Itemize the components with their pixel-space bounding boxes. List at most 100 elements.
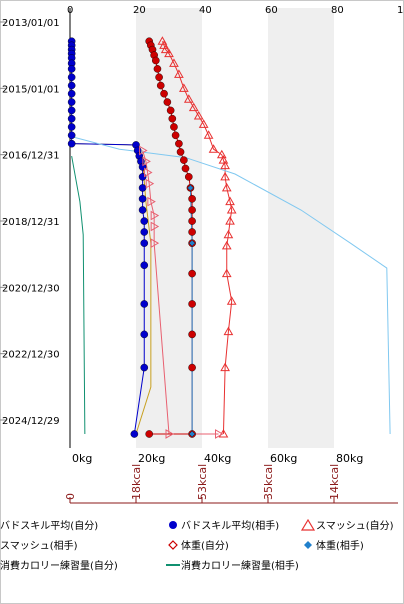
series-point xyxy=(160,89,168,98)
series-point xyxy=(188,363,196,372)
series-point xyxy=(203,130,214,139)
series-point xyxy=(193,110,204,120)
series-point xyxy=(181,164,190,173)
series-point xyxy=(225,196,235,206)
series-point xyxy=(183,94,194,103)
series-point xyxy=(140,261,149,270)
legend-item: スマッシュ(相手) xyxy=(0,537,138,553)
bottom-tick-label: 80kg xyxy=(336,452,363,465)
series-point xyxy=(188,102,199,112)
series-point xyxy=(218,155,229,164)
series-point xyxy=(67,139,76,148)
legend-swatch-circle xyxy=(169,520,177,529)
series-point xyxy=(188,269,196,278)
series-point xyxy=(169,58,179,67)
series-point xyxy=(188,228,196,236)
series-point xyxy=(150,238,160,249)
series-point xyxy=(67,73,76,82)
series-point xyxy=(130,430,139,438)
series-point xyxy=(138,173,147,181)
series-point xyxy=(175,139,183,148)
calorie-tick-label: 0 xyxy=(64,493,77,500)
legend-label: スマッシュ(自分) xyxy=(316,521,394,532)
legend-item: スマッシュ(自分) xyxy=(300,517,404,533)
series-point xyxy=(187,184,194,192)
series-point xyxy=(140,239,149,247)
series-point xyxy=(208,144,219,153)
series-point xyxy=(67,98,76,106)
series-markers xyxy=(67,36,237,439)
series-point xyxy=(155,73,163,82)
legend-item: 消費カロリー練習量(自分) xyxy=(0,557,138,573)
grid-band-1 xyxy=(268,8,334,448)
series-point xyxy=(156,81,165,90)
legend-swatch xyxy=(304,540,312,549)
bottom-axis: 0kg 20kg 40kg 60kg 80kg xyxy=(72,452,363,465)
legend-label: スマッシュ(相手) xyxy=(0,541,78,552)
series-point xyxy=(67,114,76,123)
series-point xyxy=(176,148,185,156)
series-point xyxy=(67,131,76,140)
series-point xyxy=(174,69,184,78)
series-point xyxy=(140,228,149,236)
date-tick-label: 2018/12/31 xyxy=(2,217,60,228)
series-point xyxy=(150,210,160,221)
series-point xyxy=(226,204,237,214)
series-point xyxy=(160,44,171,54)
date-tick-label: 2015/01/01 xyxy=(2,84,60,95)
legend-item: 体重(相手) xyxy=(300,537,404,553)
series-point xyxy=(166,106,175,115)
series-point xyxy=(165,429,175,439)
series-point xyxy=(215,429,224,439)
legend-swatch xyxy=(300,518,316,531)
series-point xyxy=(188,430,196,438)
series-point xyxy=(220,171,230,181)
series-point xyxy=(226,296,237,305)
legend-swatch-diamond xyxy=(168,539,178,550)
top-axis: 0 20 40 60 80 10 xyxy=(67,5,404,16)
series-point xyxy=(221,268,232,278)
series-line-6 xyxy=(71,136,391,435)
legend-label: 体重(自分) xyxy=(181,541,229,552)
series-point xyxy=(163,98,172,106)
series-point xyxy=(188,239,196,247)
top-tick-label: 80 xyxy=(331,5,344,16)
series-point xyxy=(188,206,196,214)
series-point xyxy=(138,184,147,192)
series-point xyxy=(140,300,149,308)
series-point xyxy=(144,167,153,178)
series-point xyxy=(145,430,153,438)
bottom-tick-label: 20kg xyxy=(138,452,165,465)
date-tick-label: 2024/12/29 xyxy=(2,416,60,427)
top-tick-label: 10 xyxy=(397,5,404,16)
series-point xyxy=(220,362,230,372)
series-point xyxy=(188,195,196,203)
calorie-tick-label: 18kcal xyxy=(130,464,143,500)
series-point xyxy=(188,217,196,225)
series-point xyxy=(180,156,188,164)
bottom-tick-label: 40kg xyxy=(204,452,231,465)
legend-swatch xyxy=(166,563,180,566)
legend-label: 消費カロリー練習量(自分) xyxy=(0,561,118,572)
legend-item: バドスキル平均(相手) xyxy=(165,517,299,533)
top-tick-label: 40 xyxy=(199,5,212,16)
calorie-tick-label: 14kcal xyxy=(328,464,341,500)
legend-item: 消費カロリー練習量(相手) xyxy=(165,557,299,573)
series-point xyxy=(138,195,147,203)
series-point xyxy=(150,221,160,232)
series-point xyxy=(67,123,76,131)
series-point xyxy=(223,229,234,239)
series-point xyxy=(188,300,196,308)
legend-item: バドスキル平均(自分) xyxy=(0,517,138,533)
chart-svg: 0 20 40 60 80 10 2013/01/01 2015/01/01 2016/12/… xyxy=(0,5,404,504)
series-point xyxy=(138,206,147,214)
bottom-tick-label: 60kg xyxy=(270,452,297,465)
series-point xyxy=(140,217,149,225)
series-line-1 xyxy=(71,41,145,435)
series-point xyxy=(221,240,232,250)
series-point xyxy=(67,89,76,98)
series-point xyxy=(67,106,76,115)
legend-label: 消費カロリー練習量(相手) xyxy=(181,561,299,572)
calorie-axis: 0 18kcal 53kcal 35kcal 14kcal xyxy=(64,464,398,504)
legend-swatch-diamond xyxy=(304,540,312,549)
